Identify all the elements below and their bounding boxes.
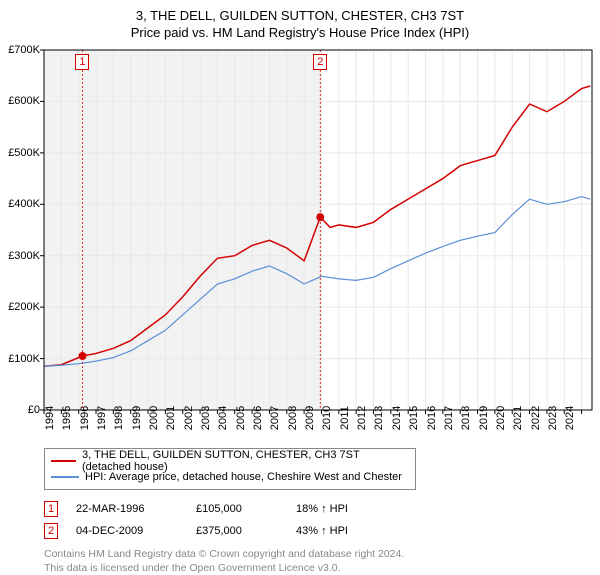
sale-price-1: £105,000 <box>196 503 296 515</box>
y-axis-labels: £0£100K£200K£300K£400K£500K£600K£700K <box>0 50 42 410</box>
x-tick-label: 2015 <box>408 406 420 430</box>
x-tick-label: 1994 <box>44 406 56 430</box>
x-tick-label: 2014 <box>391 406 403 430</box>
x-tick-label: 2008 <box>287 406 299 430</box>
x-tick-label: 2021 <box>512 406 524 430</box>
y-tick-label: £0 <box>28 404 40 416</box>
chart-sale-marker: 2 <box>313 54 327 70</box>
sale-delta-1: 18% ↑ HPI <box>296 503 396 515</box>
x-axis-labels: 1994199519961997199819992000200120022003… <box>44 412 592 442</box>
sales-table: 1 22-MAR-1996 £105,000 18% ↑ HPI 2 04-DE… <box>44 498 600 542</box>
legend-swatch-2 <box>51 476 79 478</box>
footer: Contains HM Land Registry data © Crown c… <box>44 548 600 575</box>
x-tick-label: 2009 <box>304 406 316 430</box>
y-tick-label: £500K <box>8 147 40 159</box>
legend-text-2: HPI: Average price, detached house, Ches… <box>85 471 402 483</box>
chart-container: 3, THE DELL, GUILDEN SUTTON, CHESTER, CH… <box>0 0 600 560</box>
y-tick-label: £400K <box>8 198 40 210</box>
x-tick-label: 2024 <box>564 406 576 430</box>
x-tick-label: 2013 <box>373 406 385 430</box>
chart-svg <box>44 50 592 410</box>
legend: 3, THE DELL, GUILDEN SUTTON, CHESTER, CH… <box>44 448 416 490</box>
x-tick-label: 2007 <box>269 406 281 430</box>
x-tick-label: 2012 <box>356 406 368 430</box>
x-tick-label: 2002 <box>183 406 195 430</box>
y-tick-label: £600K <box>8 95 40 107</box>
sale-date-2: 04-DEC-2009 <box>76 525 196 537</box>
x-tick-label: 2010 <box>321 406 333 430</box>
x-tick-label: 1995 <box>61 406 73 430</box>
legend-text-1: 3, THE DELL, GUILDEN SUTTON, CHESTER, CH… <box>82 449 409 473</box>
footer-line2: This data is licensed under the Open Gov… <box>44 562 600 575</box>
x-tick-label: 2005 <box>235 406 247 430</box>
sale-row: 1 22-MAR-1996 £105,000 18% ↑ HPI <box>44 498 600 520</box>
sale-delta-2: 43% ↑ HPI <box>296 525 396 537</box>
x-tick-label: 2004 <box>217 406 229 430</box>
x-tick-label: 1997 <box>96 406 108 430</box>
x-tick-label: 2019 <box>478 406 490 430</box>
sale-marker-1: 1 <box>44 501 58 517</box>
sale-price-2: £375,000 <box>196 525 296 537</box>
x-tick-label: 2022 <box>530 406 542 430</box>
y-tick-label: £700K <box>8 44 40 56</box>
y-tick-label: £200K <box>8 301 40 313</box>
title-block: 3, THE DELL, GUILDEN SUTTON, CHESTER, CH… <box>0 0 600 44</box>
x-tick-label: 2001 <box>165 406 177 430</box>
x-tick-label: 1999 <box>131 406 143 430</box>
sale-marker-2: 2 <box>44 523 58 539</box>
x-tick-label: 2017 <box>443 406 455 430</box>
y-tick-label: £100K <box>8 353 40 365</box>
x-tick-label: 2016 <box>426 406 438 430</box>
legend-row: 3, THE DELL, GUILDEN SUTTON, CHESTER, CH… <box>51 453 409 469</box>
chart-sale-marker: 1 <box>75 54 89 70</box>
x-tick-label: 2000 <box>148 406 160 430</box>
title-line1: 3, THE DELL, GUILDEN SUTTON, CHESTER, CH… <box>0 8 600 23</box>
sale-row: 2 04-DEC-2009 £375,000 43% ↑ HPI <box>44 520 600 542</box>
chart-area: £0£100K£200K£300K£400K£500K£600K£700K 19… <box>44 50 592 410</box>
y-tick-label: £300K <box>8 250 40 262</box>
legend-row: HPI: Average price, detached house, Ches… <box>51 469 409 485</box>
legend-swatch-1 <box>51 460 76 462</box>
x-tick-label: 2011 <box>339 406 351 430</box>
x-tick-label: 1998 <box>113 406 125 430</box>
x-tick-label: 1996 <box>79 406 91 430</box>
title-line2: Price paid vs. HM Land Registry's House … <box>0 25 600 40</box>
x-tick-label: 2020 <box>495 406 507 430</box>
x-tick-label: 2023 <box>547 406 559 430</box>
sale-date-1: 22-MAR-1996 <box>76 503 196 515</box>
x-tick-label: 2018 <box>460 406 472 430</box>
x-tick-label: 2003 <box>200 406 212 430</box>
x-tick-label: 2006 <box>252 406 264 430</box>
